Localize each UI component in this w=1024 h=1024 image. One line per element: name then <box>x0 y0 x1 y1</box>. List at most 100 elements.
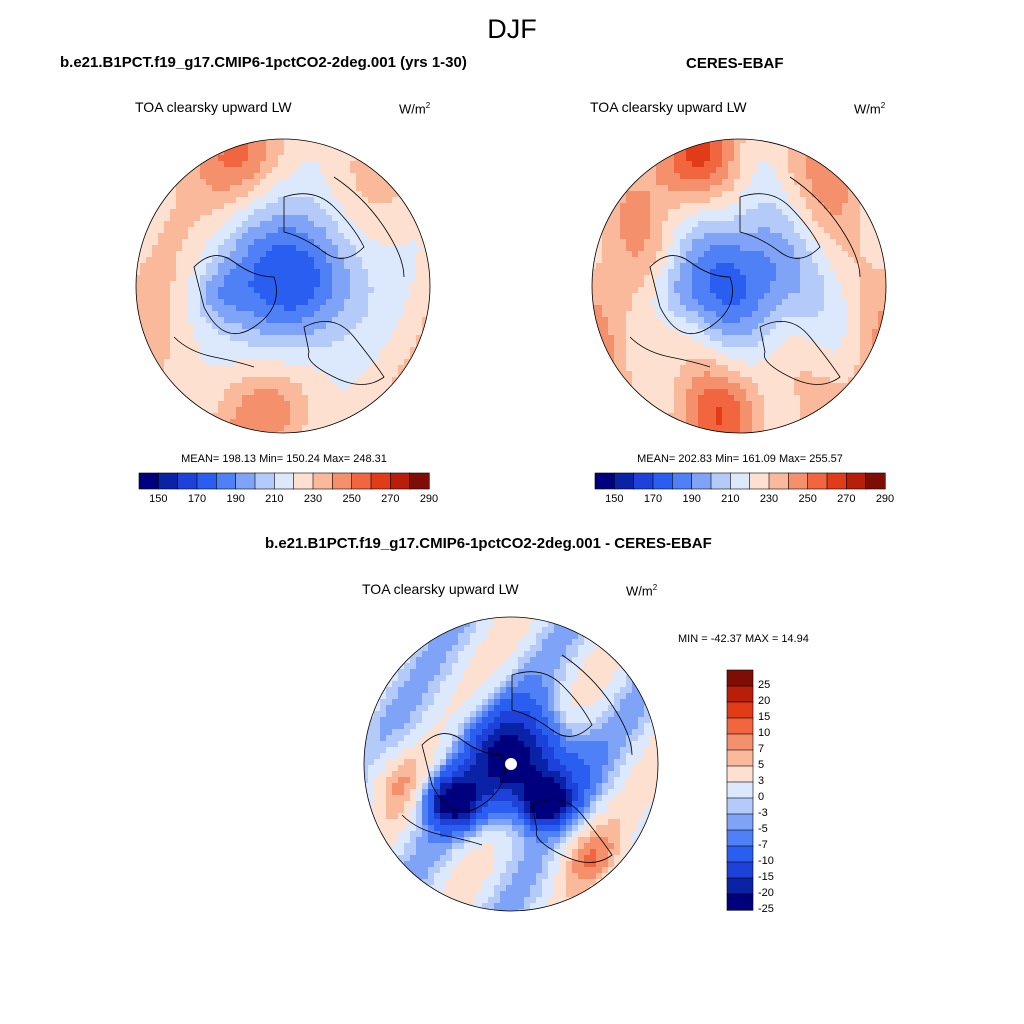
panel1-unit-label: W/m2 <box>399 101 431 117</box>
colorbar-tick-label: 10 <box>758 727 771 739</box>
map-border <box>591 138 887 434</box>
colorbar-swatch-0 <box>594 472 615 490</box>
colorbar-tick-label: 170 <box>643 493 663 505</box>
colorbar-tick-label: 150 <box>605 493 624 505</box>
colorbar-tick-label: 270 <box>837 493 856 505</box>
panel1-stats: MEAN= 198.13 Min= 150.24 Max= 248.31 <box>181 453 387 465</box>
colorbar-swatch-4 <box>726 733 754 751</box>
colorbar-swatch-9 <box>768 472 789 490</box>
colorbar-tick-label: 210 <box>265 493 284 505</box>
coastline-0 <box>193 255 277 335</box>
colorbar-swatch-7 <box>730 472 751 490</box>
colorbar-tick-label: 230 <box>303 493 323 505</box>
colorbar-swatch-8 <box>726 797 754 815</box>
colorbar-tick-label: 290 <box>419 493 439 505</box>
map-border <box>135 138 431 434</box>
colorbar-swatch-14 <box>409 472 430 490</box>
colorbar-swatch-3 <box>196 472 217 490</box>
colorbar-tick-label: 190 <box>682 493 701 505</box>
colorbar-tick-label: -10 <box>758 855 774 867</box>
colorbar-tick-label: 25 <box>758 679 771 691</box>
colorbar-tick-label: 210 <box>721 493 740 505</box>
colorbar-tick-label: 5 <box>758 759 765 771</box>
coastline-4 <box>789 176 861 278</box>
coastline-0 <box>421 733 505 813</box>
coastline-3 <box>173 336 255 368</box>
colorbar-tick-label: -15 <box>758 871 774 883</box>
colorbar-tick-label: 290 <box>875 493 895 505</box>
colorbar-swatch-8 <box>293 472 314 490</box>
colorbar-swatch-11 <box>726 845 754 863</box>
colorbar-swatch-8 <box>749 472 770 490</box>
coastline-2 <box>303 320 385 385</box>
coastline-4 <box>561 654 633 756</box>
colorbar-swatch-12 <box>726 861 754 879</box>
colorbar-tick-label: 250 <box>798 493 817 505</box>
colorbar-swatch-14 <box>726 893 754 911</box>
colorbar-tick-label: 150 <box>149 493 168 505</box>
coastline-0 <box>649 255 733 335</box>
panel3-variable-label: TOA clearsky upward LW <box>362 581 519 597</box>
coastline-1 <box>283 193 365 259</box>
colorbar-swatch-13 <box>726 877 754 895</box>
colorbar-swatch-0 <box>138 472 159 490</box>
colorbar-swatch-10 <box>788 472 809 490</box>
colorbar-swatch-9 <box>312 472 333 490</box>
colorbar-swatch-5 <box>691 472 712 490</box>
colorbar-tick-label: 190 <box>226 493 245 505</box>
colorbar-swatch-11 <box>807 472 828 490</box>
panel2-title: CERES-EBAF <box>686 55 784 72</box>
coastline-1 <box>739 193 821 259</box>
colorbar-tick-label: -3 <box>758 807 768 819</box>
colorbar-tick-label: 15 <box>758 711 771 723</box>
coastline-1 <box>511 671 593 737</box>
panel2-polar-map <box>591 138 887 434</box>
colorbar-swatch-4 <box>672 472 693 490</box>
colorbar-swatch-7 <box>726 781 754 799</box>
colorbar-swatch-11 <box>351 472 372 490</box>
colorbar-swatch-6 <box>726 765 754 783</box>
coastline-2 <box>759 320 841 385</box>
colorbar-swatch-14 <box>865 472 886 490</box>
colorbar-swatch-1 <box>614 472 635 490</box>
panel3-stats: MIN = -42.37 MAX = 14.94 <box>678 633 809 645</box>
colorbar-tick-label: 270 <box>381 493 400 505</box>
colorbar-tick-label: -25 <box>758 903 774 915</box>
colorbar-swatch-7 <box>274 472 295 490</box>
panel1-title: b.e21.B1PCT.f19_g17.CMIP6-1pctCO2-2deg.0… <box>60 54 467 71</box>
colorbar-swatch-1 <box>726 685 754 703</box>
colorbar-tick-label: 230 <box>759 493 779 505</box>
panel3-polar-map <box>363 616 659 912</box>
map-field <box>136 139 430 433</box>
panel2-variable-label: TOA clearsky upward LW <box>590 99 747 115</box>
colorbar-swatch-6 <box>254 472 275 490</box>
colorbar-swatch-3 <box>726 717 754 735</box>
colorbar-swatch-3 <box>652 472 673 490</box>
colorbar-swatch-2 <box>633 472 654 490</box>
map-field <box>592 139 886 433</box>
colorbar-tick-label: 0 <box>758 791 765 803</box>
colorbar-swatch-10 <box>726 829 754 847</box>
panel1-variable-label: TOA clearsky upward LW <box>135 99 292 115</box>
colorbar-swatch-12 <box>370 472 391 490</box>
colorbar-swatch-10 <box>332 472 353 490</box>
panel3-colorbar-ticks: 25 20 15 10 7 5 3 0 -3 -5 -7 -10 -15 -20 -25 <box>758 670 798 915</box>
map-border <box>363 616 659 912</box>
colorbar-swatch-1 <box>158 472 179 490</box>
colorbar-swatch-2 <box>177 472 198 490</box>
colorbar-tick-label: -5 <box>758 823 768 835</box>
panel3-unit-label: W/m2 <box>626 583 658 599</box>
colorbar-tick-label: 170 <box>187 493 207 505</box>
colorbar-swatch-12 <box>826 472 847 490</box>
coastline-3 <box>629 336 711 368</box>
colorbar-swatch-2 <box>726 701 754 719</box>
panel2-colorbar <box>594 472 886 490</box>
panel1-polar-map <box>135 138 431 434</box>
colorbar-swatch-4 <box>216 472 237 490</box>
colorbar-swatch-5 <box>235 472 256 490</box>
panel1-colorbar-ticks: 150 170 190 210 230 250 270 290 <box>139 493 438 507</box>
panel2-unit-label: W/m2 <box>854 101 886 117</box>
colorbar-swatch-13 <box>846 472 867 490</box>
panel3-title: b.e21.B1PCT.f19_g17.CMIP6-1pctCO2-2deg.0… <box>265 535 712 552</box>
pole-hole <box>505 758 517 770</box>
